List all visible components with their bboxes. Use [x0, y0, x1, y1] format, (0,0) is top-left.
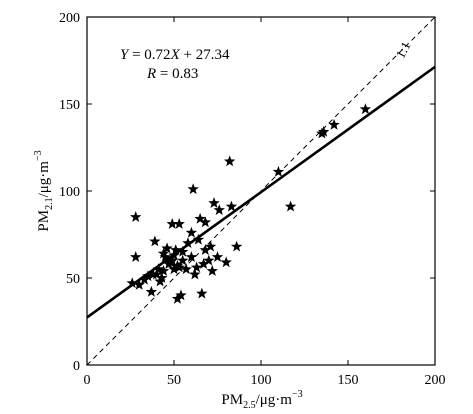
data-point-star — [230, 240, 243, 252]
data-point-star — [138, 273, 151, 285]
data-point-star — [211, 251, 224, 262]
x-tick-label: 50 — [167, 373, 181, 388]
data-point-star — [173, 261, 185, 273]
data-point-star — [190, 261, 203, 273]
data-point-star — [187, 183, 199, 195]
data-point-star — [203, 254, 215, 266]
x-tick-label: 150 — [338, 373, 359, 388]
data-point-star — [166, 254, 178, 266]
data-point-star — [149, 235, 161, 247]
data-point-star — [328, 118, 340, 130]
data-point-star — [171, 259, 184, 271]
y-tick-label: 200 — [59, 11, 80, 26]
y-axis-title: PM2.1/μg·m−3 — [33, 150, 55, 231]
y-axis-ticks: 0 50 100 150 200 — [59, 11, 435, 374]
data-point-star — [175, 289, 187, 301]
data-point-star — [359, 103, 372, 115]
data-point-star — [145, 285, 158, 297]
reference-line-label: 1:1 — [393, 39, 414, 61]
correlation-coefficient: R = 0.83 — [146, 66, 198, 82]
data-point-star — [189, 268, 201, 280]
data-point-star — [150, 268, 163, 280]
data-points — [126, 103, 372, 304]
data-point-star — [317, 125, 330, 137]
data-point-star — [130, 251, 142, 262]
x-tick-label: 100 — [251, 373, 272, 388]
data-point-star — [142, 270, 154, 282]
data-point-star — [199, 216, 212, 228]
data-point-star — [176, 254, 189, 266]
x-axis-title: PM2.5/μg·m−3 — [221, 389, 302, 411]
data-point-star — [180, 263, 192, 275]
data-point-star — [173, 218, 185, 229]
data-point-star — [208, 197, 220, 209]
data-point-star — [152, 263, 165, 275]
data-point-star — [213, 204, 225, 215]
data-point-star — [196, 287, 208, 299]
data-point-star — [197, 258, 210, 269]
data-point-star — [206, 265, 218, 276]
data-point-star — [161, 242, 173, 254]
data-point-star — [225, 200, 238, 212]
data-point-star — [157, 247, 170, 259]
x-tick-label: 0 — [84, 373, 91, 388]
data-point-star — [168, 249, 180, 261]
data-point-star — [156, 272, 168, 283]
data-point-star — [130, 211, 142, 222]
y-tick-label: 150 — [59, 98, 80, 113]
data-point-star — [176, 245, 189, 257]
data-point-star — [182, 237, 194, 249]
regression-equation: Y = 0.72X + 27.34 — [120, 47, 230, 63]
data-point-star — [220, 256, 232, 268]
data-point-star — [157, 265, 170, 276]
data-point-star — [159, 251, 172, 262]
data-point-star — [199, 244, 212, 256]
data-point-star — [166, 218, 178, 229]
data-point-star — [133, 278, 145, 290]
data-point-star — [204, 240, 217, 252]
data-point-star — [192, 233, 205, 245]
data-point-star — [170, 244, 182, 256]
y-tick-label: 50 — [66, 272, 80, 287]
data-point-star — [194, 212, 206, 224]
data-point-star — [185, 251, 198, 262]
x-tick-label: 200 — [425, 373, 446, 388]
data-point-star — [272, 165, 285, 177]
data-point-star — [223, 155, 236, 167]
x-axis-ticks: 0 50 100 150 200 — [84, 17, 446, 388]
data-point-star — [126, 277, 138, 289]
data-point-star — [284, 200, 297, 212]
y-tick-label: 0 — [73, 359, 80, 374]
data-point-star — [171, 292, 184, 304]
data-point-star — [168, 263, 180, 275]
data-point-star — [185, 226, 198, 238]
y-tick-label: 100 — [59, 185, 80, 200]
